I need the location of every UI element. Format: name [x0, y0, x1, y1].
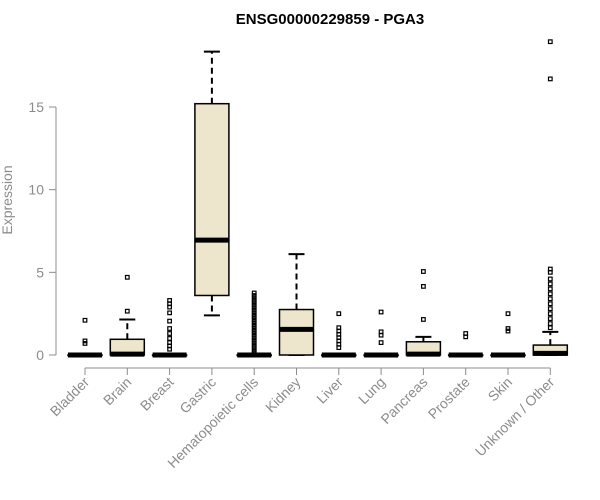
- outlier-point: [378, 309, 384, 315]
- outlier-point: [124, 274, 130, 280]
- chart-title: ENSG00000229859 - PGA3: [236, 11, 424, 28]
- y-axis-label: Expression: [0, 165, 15, 234]
- outlier-point: [505, 328, 511, 334]
- box-group: [363, 309, 399, 358]
- outlier-point: [251, 332, 257, 338]
- outlier-point: [251, 293, 257, 298]
- box-group: [278, 253, 315, 356]
- outlier-point: [167, 326, 173, 331]
- boxes: [67, 39, 569, 358]
- outlier-point: [167, 346, 173, 352]
- box-group: [67, 317, 103, 358]
- outlier-point: [547, 296, 553, 302]
- iqr-box: [278, 308, 315, 356]
- x-tick-label: Pancreas: [377, 374, 430, 427]
- box-group: [321, 311, 357, 358]
- outlier-point: [547, 301, 553, 307]
- x-tick-label: Unknown / Other: [472, 374, 558, 460]
- x-tick-label: Liver: [313, 374, 346, 407]
- iqr-box: [194, 102, 230, 297]
- outlier-point: [547, 281, 553, 287]
- outlier-point: [251, 300, 257, 306]
- outlier-point: [251, 335, 257, 341]
- box-group: [405, 269, 442, 357]
- x-tick-label: Skin: [485, 374, 516, 405]
- outlier-point: [547, 269, 553, 275]
- outlier-point: [82, 341, 88, 346]
- outlier-point: [251, 345, 257, 350]
- box-group: [532, 39, 569, 356]
- box-group: [151, 298, 188, 358]
- outlier-point: [463, 334, 469, 340]
- outlier-point: [547, 286, 553, 292]
- outlier-point: [505, 311, 511, 317]
- x-tick-label: Kidney: [262, 374, 304, 416]
- outlier-point: [336, 345, 342, 350]
- outlier-point: [251, 340, 257, 345]
- outlier-point: [167, 304, 173, 310]
- box-group: [447, 331, 484, 358]
- x-tick-label: Lung: [355, 374, 388, 407]
- outlier-point: [251, 322, 257, 328]
- outlier-point: [547, 311, 553, 317]
- y-tick-label: 5: [36, 264, 44, 280]
- outlier-point: [378, 332, 384, 338]
- outlier-point: [547, 39, 553, 45]
- outlier-point: [251, 330, 257, 336]
- outlier-point: [251, 350, 257, 355]
- outlier-point: [251, 327, 257, 333]
- outlier-point: [421, 283, 426, 289]
- outlier-point: [547, 306, 553, 312]
- y-tick-label: 15: [28, 99, 44, 115]
- y-tick-label: 0: [36, 347, 44, 363]
- outlier-point: [547, 325, 553, 331]
- outlier-point: [167, 336, 173, 341]
- outlier-point: [251, 320, 257, 326]
- outlier-point: [251, 317, 257, 323]
- y-tick-label: 10: [28, 182, 44, 198]
- x-tick-label: Prostate: [425, 374, 473, 422]
- outlier-point: [251, 307, 257, 313]
- outlier-point: [547, 291, 553, 297]
- outlier-point: [251, 342, 257, 348]
- outlier-point: [251, 325, 257, 331]
- outlier-point: [124, 308, 130, 314]
- outlier-point: [251, 312, 257, 318]
- outlier-point: [421, 317, 426, 322]
- outlier-point: [251, 315, 257, 321]
- outlier-point: [547, 316, 553, 322]
- axes: 0 5 10 15: [28, 99, 551, 375]
- outlier-point: [547, 76, 553, 82]
- outlier-point: [251, 310, 257, 316]
- outlier-point: [251, 305, 257, 311]
- box-group: [194, 50, 230, 317]
- outlier-point: [251, 298, 257, 303]
- outlier-point: [547, 321, 553, 326]
- box-group: [109, 274, 146, 357]
- outlier-point: [251, 337, 257, 343]
- outlier-point: [336, 311, 342, 317]
- outlier-point: [82, 317, 88, 323]
- outlier-point: [505, 326, 511, 331]
- outlier-point: [251, 303, 257, 308]
- outlier-point: [167, 331, 173, 336]
- x-tick-label: Brain: [100, 374, 134, 408]
- x-tick-label: Breast: [137, 374, 177, 414]
- outlier-point: [167, 310, 173, 316]
- outlier-point: [82, 338, 88, 344]
- outlier-point: [547, 276, 553, 282]
- box-group: [490, 311, 526, 358]
- x-tick-label: Bladder: [47, 374, 93, 420]
- box-group: [236, 290, 272, 358]
- outlier-point: [251, 290, 257, 296]
- outlier-point: [378, 340, 384, 345]
- outlier-point: [251, 347, 257, 353]
- outlier-point: [421, 269, 426, 274]
- outlier-point: [251, 295, 257, 301]
- outlier-point: [167, 318, 173, 324]
